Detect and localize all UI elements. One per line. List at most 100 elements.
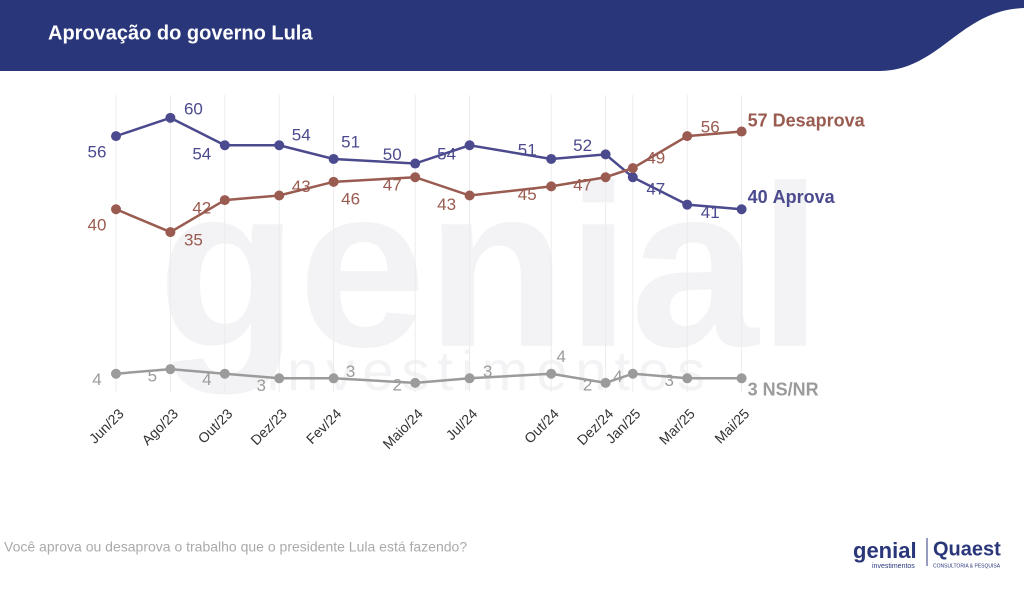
data-label: 4: [92, 370, 101, 389]
logo-genial-sub: investimentos: [872, 563, 915, 570]
logo-quaest-sub: CONSULTORIA & PESQUISA: [933, 563, 1001, 569]
point: [410, 377, 421, 388]
series-line: [115, 130, 742, 234]
x-tick-label: Out/24: [521, 405, 562, 446]
data-label: 49: [646, 149, 665, 168]
end-label: 3 NS/NR: [748, 379, 819, 399]
point: [274, 373, 285, 384]
data-label: 3: [346, 362, 355, 381]
watermark: genial: [158, 138, 823, 395]
end-label: 40 Aprova: [748, 187, 836, 207]
data-label: 54: [292, 126, 311, 145]
x-tick-label: Mai/25: [711, 405, 752, 446]
data-label: 40: [88, 216, 107, 235]
point: [736, 126, 747, 137]
data-label: 3: [483, 362, 492, 381]
x-tick-label: Fev/24: [303, 405, 345, 447]
data-label: 2: [392, 375, 401, 394]
data-label: 4: [613, 367, 622, 386]
data-label: 3: [256, 376, 265, 395]
data-label: 4: [556, 347, 565, 366]
data-label: 52: [573, 136, 592, 155]
data-label: 43: [437, 195, 456, 214]
data-label: 54: [192, 145, 211, 164]
x-tick-label: Dez/23: [247, 405, 290, 448]
end-label: 57 Desaprova: [748, 110, 866, 130]
series-name: Desaprova: [773, 110, 866, 130]
question: Você aprova ou desaprova o trabalho que …: [4, 539, 467, 555]
data-label: 3: [664, 371, 673, 390]
data-label: 47: [646, 180, 665, 199]
x-tick-label: Jun/23: [86, 405, 127, 446]
point: [464, 190, 475, 201]
data-label: 51: [341, 132, 360, 151]
series-name: NS/NR: [763, 379, 819, 399]
x-tick-label: Jul/24: [443, 405, 481, 443]
data-label: 47: [383, 176, 402, 195]
point: [219, 368, 230, 379]
point: [165, 227, 176, 238]
series-line: [115, 116, 742, 211]
logo-genial: genial: [853, 538, 917, 563]
point: [219, 140, 230, 151]
point: [546, 368, 557, 379]
data-label: 5: [148, 367, 157, 386]
point: [410, 172, 421, 183]
end-value: 40: [748, 187, 768, 207]
point: [736, 204, 747, 215]
data-label: 4: [202, 370, 211, 389]
point: [111, 131, 121, 142]
point: [682, 199, 693, 210]
data-label: 42: [192, 199, 211, 218]
data-label: 47: [573, 176, 592, 195]
x-tick-label: Ago/23: [138, 405, 181, 448]
logo-quaest: Quaest: [933, 538, 1001, 560]
series-line: [115, 367, 742, 385]
data-label: 51: [518, 140, 537, 159]
end-value: 57: [748, 110, 768, 130]
point: [274, 190, 285, 201]
point: [464, 373, 475, 384]
point: [627, 172, 638, 183]
point: [328, 373, 339, 384]
header-bar: [0, 0, 1024, 71]
point: [111, 204, 121, 215]
point: [546, 153, 557, 164]
data-label: 35: [184, 231, 203, 250]
point: [627, 163, 638, 174]
title: Aprovação do governo Lula: [48, 22, 313, 44]
point: [682, 373, 693, 384]
data-label: 43: [292, 177, 311, 196]
point: [328, 176, 339, 187]
point: [736, 373, 747, 384]
x-tick-label: Maio/24: [379, 405, 426, 452]
data-label: 2: [583, 375, 592, 394]
x-tick-label: Out/23: [195, 405, 236, 446]
data-label: 60: [184, 99, 203, 118]
end-value: 3: [748, 379, 758, 399]
data-label: 56: [88, 143, 107, 162]
point: [111, 368, 121, 379]
point: [627, 368, 638, 379]
point: [682, 131, 693, 142]
point: [600, 172, 611, 183]
series-name: Aprova: [773, 187, 836, 207]
data-label: 56: [701, 118, 720, 137]
data-label: 54: [437, 145, 456, 164]
point: [165, 364, 176, 375]
data-label: 46: [341, 189, 360, 208]
point: [600, 377, 611, 388]
point: [546, 181, 557, 192]
data-label: 41: [701, 203, 720, 222]
point: [410, 158, 421, 169]
point: [165, 112, 176, 123]
point: [219, 195, 230, 206]
point: [600, 149, 611, 160]
x-tick-label: Mar/25: [656, 405, 698, 447]
data-label: 50: [383, 145, 402, 164]
point: [464, 140, 475, 151]
point: [274, 140, 285, 151]
data-label: 45: [518, 185, 537, 204]
